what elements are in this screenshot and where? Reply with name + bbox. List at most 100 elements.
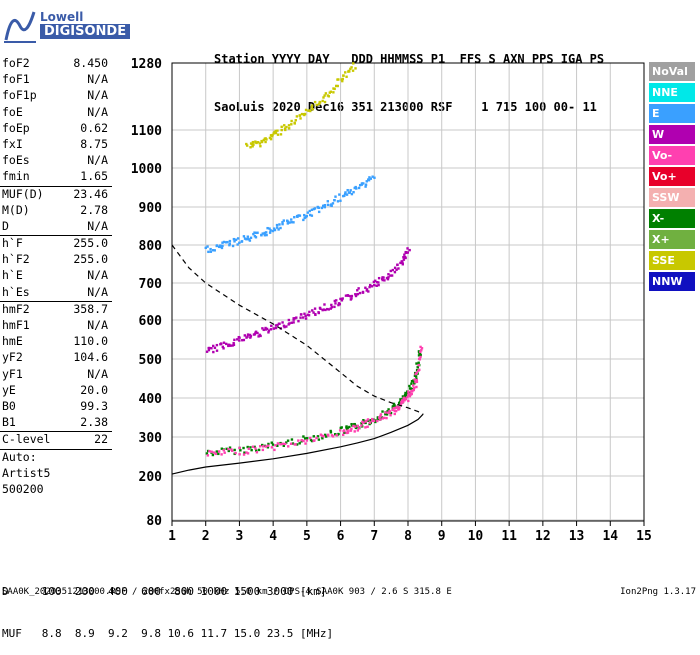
echo-point [258,142,262,145]
echo-point [417,363,420,367]
echo-point [272,327,275,330]
x-tick-label: 10 [468,529,484,544]
echo-point [273,228,277,232]
echo-point [353,422,356,426]
echo-point [317,206,321,209]
y-tick-label: 1100 [131,124,162,139]
param-row: 500200 [0,482,112,498]
echo-point [405,251,408,254]
echo-point [292,221,295,224]
echo-point [346,431,350,434]
muf-curve-line [171,244,424,415]
echo-point [330,306,334,309]
echo-point [295,443,299,446]
file-info-footer: SAA0K_2020351213000.RSF / 280fx256h 50 k… [2,587,452,597]
legend-item-ssw: SSW [649,188,695,207]
param-name: fxI [2,136,23,151]
echo-point [214,452,217,456]
echo-point [366,425,369,428]
echo-point [404,256,407,260]
param-name: h`Es [2,284,30,299]
echo-point [282,219,285,222]
param-value: 110.0 [73,334,108,349]
x-tick-label: 8 [404,529,412,544]
echo-point [221,345,225,349]
echo-point [336,84,339,88]
echo-point [335,434,338,437]
echo-point [250,448,253,452]
echo-point [329,429,332,433]
echo-point [319,307,322,310]
echo-point [328,91,331,94]
echo-point [268,227,271,230]
parameter-list: foF2 8.450 foF1 N/A foF1p N/A foE N/A foEp 0.62 fx… [0,56,112,498]
echo-point [281,321,284,324]
echo-point [367,290,370,293]
echo-point [310,214,314,217]
legend-item-vo: Vo+ [649,167,695,186]
echo-point [256,141,260,144]
echo-point [213,346,217,350]
echo-point [320,434,324,437]
echo-point [276,129,279,132]
echo-point [321,308,324,312]
echo-point [246,335,249,338]
echo-point [342,429,345,433]
echo-point [410,382,413,385]
echo-point [255,141,258,145]
echo-point [386,411,390,414]
echo-point [415,380,419,383]
echo-point [281,221,284,224]
param-row: yF1 N/A [0,367,112,383]
param-name: B0 [2,398,16,413]
echo-point [257,335,260,338]
echo-point [417,361,420,364]
echo-point [310,104,314,107]
echo-point [356,289,359,292]
echo-point [393,270,397,274]
param-value: 23.46 [73,186,108,201]
echo-point [340,426,343,429]
param-value: 8.450 [73,56,108,70]
echo-point [372,419,376,422]
echo-point [376,416,380,419]
echo-point [232,237,236,241]
param-value: N/A [87,284,108,299]
param-name: fmin [2,169,30,184]
param-value: 104.6 [73,350,108,365]
echo-point [254,330,258,333]
echo-point [406,395,409,399]
param-name: foE [2,104,23,119]
echo-point [381,417,384,420]
echo-point [376,417,380,420]
echo-point [419,350,422,354]
echo-point [294,443,297,446]
density-profile-line [171,413,424,475]
echo-point [303,213,306,217]
echo-point [346,188,349,192]
param-value: 358.7 [73,301,108,316]
echo-point [419,345,422,349]
echo-point [324,435,328,438]
echo-point [315,436,318,440]
echo-point [344,71,347,74]
y-tick-label: 200 [139,470,163,485]
echo-point [391,268,395,272]
echo-point [408,393,411,396]
echo-point [410,392,413,396]
param-name: Artist5 [2,465,51,480]
echo-point [269,229,272,232]
echo-point [300,438,303,442]
param-value: N/A [87,318,108,332]
echo-point [338,429,342,432]
param-row: C-level 22 [0,431,112,448]
echo-point [249,146,252,149]
echo-point [399,261,402,265]
echo-point [287,445,290,448]
echo-point [279,226,282,230]
echo-point [223,451,226,454]
echo-point [389,269,392,273]
echo-point [402,400,405,404]
echo-point [305,214,308,218]
echo-point [232,341,235,345]
